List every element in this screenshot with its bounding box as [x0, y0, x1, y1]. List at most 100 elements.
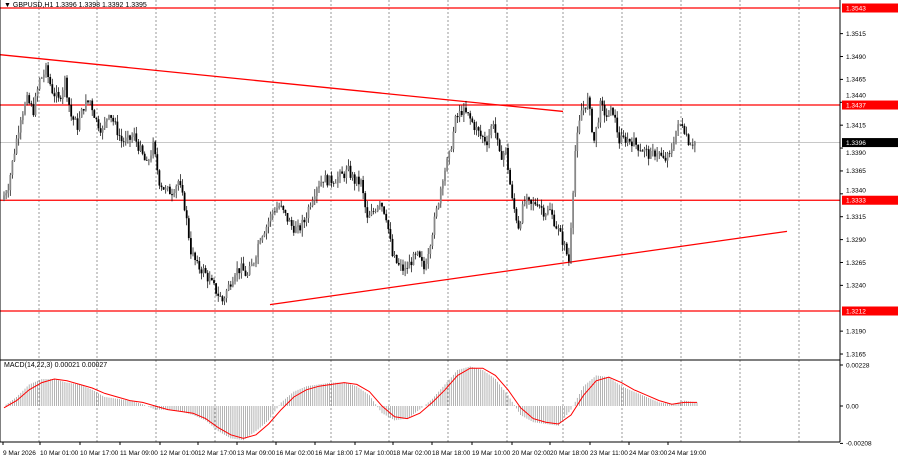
- candle-body: [246, 274, 249, 276]
- time-tick-label: 16 Mar 18:00: [315, 450, 354, 457]
- candle-body: [47, 65, 49, 78]
- candle-body: [591, 108, 593, 133]
- candle-body: [469, 113, 472, 119]
- candle-body: [385, 213, 388, 221]
- candle-body: [177, 181, 180, 187]
- candle-body: [181, 184, 184, 193]
- candle-body: [414, 253, 417, 255]
- candle-body: [656, 153, 658, 157]
- candle-body: [166, 186, 169, 189]
- candle-body: [475, 127, 478, 131]
- candle-body: [601, 100, 604, 105]
- candle-body: [502, 152, 505, 160]
- price-tick-label: 1.3440: [846, 92, 866, 99]
- candle-body: [633, 138, 635, 147]
- candle-body: [670, 149, 673, 154]
- collapse-arrow-icon[interactable]: ▼: [4, 2, 11, 9]
- candle-body: [248, 266, 251, 275]
- candle-body: [423, 260, 425, 270]
- candle-body: [582, 107, 585, 111]
- candle-body: [452, 131, 455, 150]
- level-price-tag: [842, 100, 898, 110]
- candle-body: [523, 201, 526, 205]
- candle-body: [343, 173, 346, 179]
- candle-body: [112, 117, 115, 122]
- candle-body: [681, 124, 684, 126]
- candle-body: [544, 213, 547, 217]
- candle-body: [227, 284, 230, 291]
- candle-body: [622, 135, 625, 137]
- candle-body: [17, 132, 20, 139]
- candle-body: [603, 104, 606, 116]
- candle-body: [118, 135, 121, 136]
- candle-body: [158, 170, 161, 186]
- level-price-tag: [842, 195, 898, 205]
- price-tick-label: 1.3165: [846, 351, 866, 358]
- candle-body: [614, 114, 616, 118]
- candle-body: [685, 133, 688, 135]
- time-tick-label: 17 Mar 10:00: [355, 450, 394, 457]
- candle-body: [3, 195, 5, 201]
- candle-body: [643, 148, 646, 152]
- candle-body: [114, 121, 117, 123]
- candle-body: [148, 160, 150, 161]
- candle-body: [334, 182, 337, 184]
- candle-body: [211, 278, 213, 281]
- time-tick-label: 23 Mar 11:00: [590, 450, 628, 457]
- candle-body: [292, 225, 295, 233]
- price-tick-label: 1.3465: [846, 77, 866, 84]
- candle-body: [460, 110, 463, 115]
- candle-body: [204, 268, 207, 273]
- candle-body: [400, 264, 402, 266]
- price-tick-label: 1.3490: [846, 54, 866, 61]
- candle-body: [143, 153, 146, 161]
- current-price-label: 1.3396: [846, 140, 866, 147]
- candle-body: [192, 252, 194, 255]
- candle-body: [26, 95, 28, 104]
- candle-body: [110, 115, 112, 118]
- candle-body: [458, 110, 461, 118]
- candle-body: [561, 231, 564, 245]
- candle-body: [358, 176, 360, 185]
- candle-body: [519, 222, 522, 229]
- candle-body: [131, 137, 133, 140]
- candle-body: [509, 169, 511, 185]
- candle-body: [208, 278, 211, 282]
- candle-body: [198, 261, 201, 270]
- candle-body: [429, 245, 432, 254]
- candle-body: [64, 77, 66, 91]
- candle-body: [295, 226, 297, 233]
- candle-body: [479, 130, 482, 137]
- candle-body: [232, 281, 234, 287]
- candle-body: [360, 179, 362, 185]
- candle-body: [74, 118, 77, 120]
- candle-body: [311, 200, 314, 206]
- candle-body: [326, 175, 329, 186]
- candle-body: [55, 91, 58, 97]
- candle-body: [635, 138, 637, 145]
- candle-body: [339, 171, 341, 177]
- candle-body: [206, 272, 209, 282]
- candle-body: [286, 212, 289, 222]
- candle-body: [444, 170, 446, 181]
- candle-body: [599, 100, 602, 123]
- candle-body: [442, 180, 444, 189]
- candle-body: [253, 263, 255, 265]
- candle-body: [267, 221, 270, 227]
- candle-body: [565, 243, 568, 255]
- candle-body: [101, 128, 104, 133]
- time-tick-label: 24 Mar 19:00: [668, 450, 707, 457]
- candle-body: [49, 77, 52, 85]
- candle-body: [30, 103, 33, 105]
- candle-body: [536, 204, 539, 206]
- candle-body: [217, 293, 220, 296]
- price-tick-label: 1.3265: [846, 260, 866, 267]
- candle-body: [446, 158, 448, 171]
- candle-body: [190, 238, 192, 255]
- candle-body: [349, 165, 352, 178]
- candle-body: [234, 275, 236, 282]
- candle-body: [521, 204, 524, 223]
- candle-body: [624, 136, 627, 143]
- candle-body: [215, 283, 217, 294]
